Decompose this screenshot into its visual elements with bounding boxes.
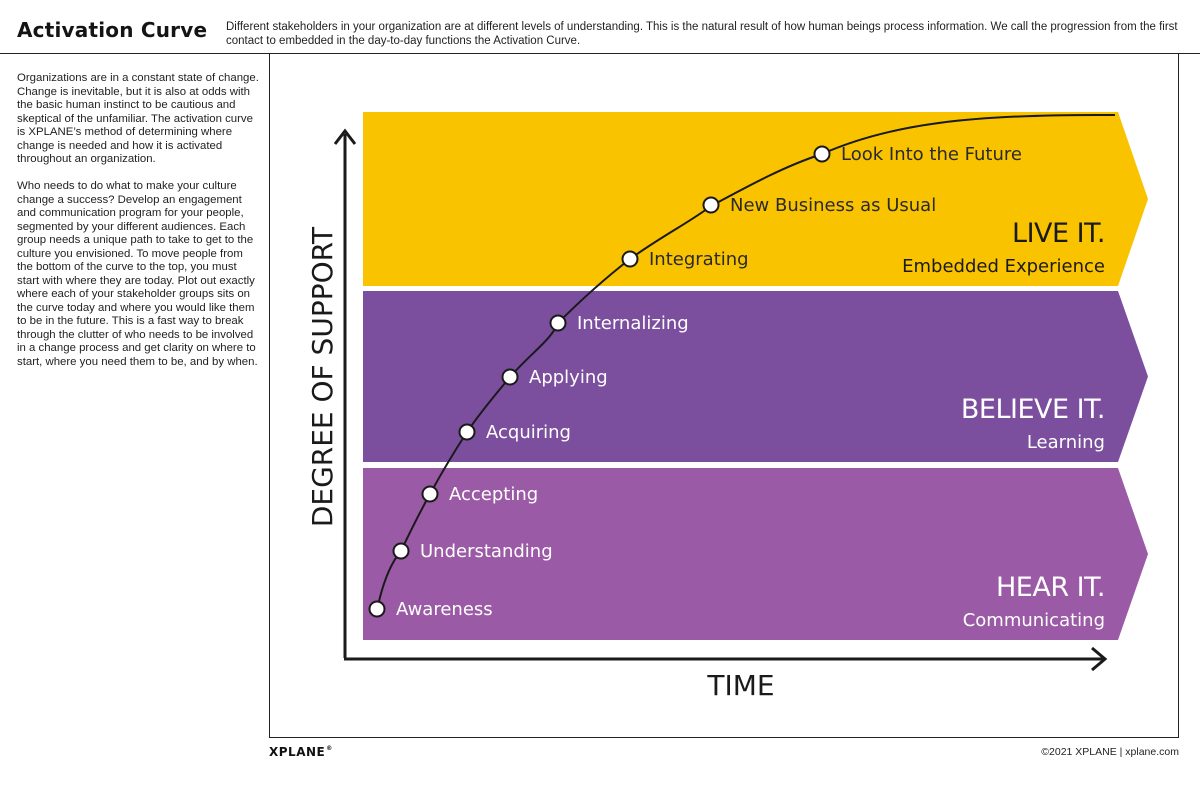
stage-acquiring: Acquiring (458, 422, 571, 443)
stage-marker (549, 314, 567, 332)
brand-name: XPLANE (269, 745, 326, 759)
band-hear-subtitle: Communicating (963, 610, 1105, 631)
intro-text: Different stakeholders in your organizat… (226, 21, 1178, 47)
stage-internalizing: Internalizing (549, 313, 689, 334)
stage-label: Awareness (396, 599, 493, 620)
y-axis-label: DEGREE OF SUPPORT (306, 226, 339, 527)
copyright: ©2021 XPLANE | xplane.com (1041, 746, 1179, 758)
stage-marker (421, 485, 439, 503)
stage-label: Integrating (649, 249, 749, 270)
band-hear: HEAR IT. Communicating (363, 468, 1148, 640)
stage-marker (813, 145, 831, 163)
stage-marker (392, 542, 410, 560)
sidebar-paragraph-1: Organizations are in a constant state of… (17, 72, 259, 165)
stage-label: Acquiring (486, 422, 571, 443)
activation-curve-diagram: LIVE IT. Embedded Experience BELIEVE IT. Le… (306, 112, 1148, 702)
stage-integrating: Integrating (621, 249, 749, 270)
stage-marker (458, 423, 476, 441)
stage-understanding: Understanding (392, 541, 553, 562)
bands-layer: LIVE IT. Embedded Experience BELIEVE IT. Le… (363, 112, 1148, 640)
band-live-arrow (363, 112, 1148, 286)
band-believe-subtitle: Learning (1027, 432, 1105, 453)
stage-awareness: Awareness (368, 599, 493, 620)
band-believe: BELIEVE IT. Learning (363, 291, 1148, 462)
stage-marker (501, 368, 519, 386)
sidebar-paragraph-2: Who needs to do what to make your cultur… (17, 180, 258, 368)
band-believe-arrow (363, 291, 1148, 462)
band-hear-title: HEAR IT. (996, 572, 1105, 603)
stage-marker (621, 250, 639, 268)
stage-label: New Business as Usual (730, 195, 936, 216)
page-title: Activation Curve (17, 18, 208, 42)
brand-logo: XPLANE® (269, 745, 333, 759)
band-live-title: LIVE IT. (1012, 218, 1105, 249)
stage-label: Understanding (420, 541, 553, 562)
y-axis-arrow-icon (333, 128, 357, 145)
stage-applying: Applying (501, 367, 608, 388)
band-believe-title: BELIEVE IT. (961, 394, 1105, 425)
stage-label: Look Into the Future (841, 144, 1022, 165)
stage-accepting: Accepting (421, 484, 538, 505)
x-axis-label: TIME (706, 669, 774, 702)
registered-mark: ® (326, 745, 333, 752)
sidebar-description: Organizations are in a constant state of… (17, 72, 259, 383)
band-hear-arrow (363, 468, 1148, 640)
stages-layer: Awareness Understanding Accepting Acquiring… (368, 144, 1022, 620)
band-live-subtitle: Embedded Experience (902, 256, 1105, 277)
stage-marker (368, 600, 386, 618)
band-live: LIVE IT. Embedded Experience (363, 112, 1148, 286)
diagram-panel: LIVE IT. Embedded Experience BELIEVE IT. Le… (269, 54, 1179, 738)
stage-look-into-the-future: Look Into the Future (813, 144, 1022, 165)
axes: DEGREE OF SUPPORT TIME (306, 128, 1108, 702)
x-axis-arrow-icon (1091, 646, 1108, 672)
stage-marker (702, 196, 720, 214)
stage-new-business-as-usual: New Business as Usual (702, 195, 936, 216)
header-divider (0, 53, 1200, 54)
stage-label: Internalizing (577, 313, 689, 334)
stage-label: Applying (529, 367, 608, 388)
stage-label: Accepting (449, 484, 538, 505)
